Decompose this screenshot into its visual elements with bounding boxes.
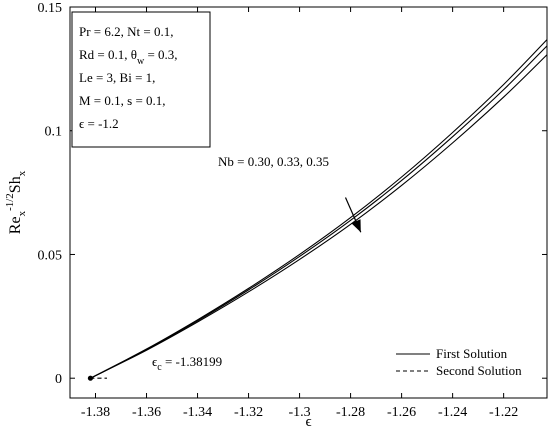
y-tick-label: 0.15 — [38, 1, 63, 16]
parameter-line: Le = 3, Bi = 1, — [79, 70, 155, 85]
y-axis-label: Rex-1/2Shx — [4, 170, 28, 234]
critical-point-subscript: c — [157, 362, 162, 373]
parameter-text: ϵ = -1.2 — [79, 116, 119, 131]
series-line-2 — [90, 45, 548, 379]
parameter-subscript: w — [137, 56, 145, 67]
y-tick-label: 0.1 — [45, 125, 63, 140]
parameter-text-tail: = 0.3, — [144, 47, 177, 62]
parameter-text: Pr = 6.2, Nt = 0.1, — [79, 24, 173, 39]
y-axis-label-base: Re — [7, 216, 24, 234]
critical-point-value: = -1.38199 — [162, 354, 222, 369]
y-tick-label: 0.05 — [38, 248, 63, 263]
critical-point-marker — [87, 375, 94, 381]
x-tick-label: -1.38 — [81, 405, 110, 420]
x-tick-label: -1.24 — [438, 405, 467, 420]
nb-arrow — [344, 197, 362, 233]
legend-label: First Solution — [436, 346, 508, 361]
parameter-text: M = 0.1, s = 0.1, — [79, 93, 166, 108]
critical-point-symbol: ϵ — [152, 354, 157, 369]
ticks-layer: -1.38 -1.36 -1.34 -1.32 -1.3 -1.28 -1.26 -1.24 -… — [38, 1, 547, 420]
x-tick-label: -1.28 — [336, 405, 365, 420]
legend: First Solution Second Solution — [396, 346, 522, 378]
y-axis-label-sub2: x — [16, 170, 28, 176]
parameter-box-frame — [71, 11, 211, 148]
x-axis-label: ϵ — [305, 414, 311, 430]
curves-layer — [87, 39, 548, 381]
arrow-head — [351, 219, 361, 233]
x-tick-label: -1.3 — [288, 405, 310, 420]
x-tick-label: -1.32 — [234, 405, 263, 420]
critical-point-label: ϵc = -1.38199 — [152, 354, 222, 373]
y-axis-label-sub: x — [16, 210, 28, 216]
parameter-line: Pr = 6.2, Nt = 0.1, — [79, 24, 173, 39]
nb-label: Nb = 0.30, 0.33, 0.35 — [218, 154, 329, 169]
x-tick-label: -1.36 — [132, 405, 161, 420]
parameter-box: Pr = 6.2, Nt = 0.1, Rd = 0.1, θw = 0.3, Le… — [71, 11, 211, 148]
series-line-1 — [90, 54, 548, 379]
x-tick-label: -1.34 — [183, 405, 212, 420]
y-axis-label-sup: -1/2 — [4, 193, 16, 211]
parameter-line: Rd = 0.1, θw = 0.3, — [79, 47, 178, 67]
parameter-line: M = 0.1, s = 0.1, — [79, 93, 166, 108]
y-axis-label-base2: Sh — [7, 176, 24, 193]
x-tick-label: -1.22 — [489, 405, 518, 420]
plot-area-frame — [69, 6, 548, 399]
parameter-text: Rd = 0.1, θ — [79, 47, 137, 62]
legend-label: Second Solution — [436, 363, 522, 378]
parameter-line: ϵ = -1.2 — [79, 116, 119, 131]
parameter-text: Le = 3, Bi = 1, — [79, 70, 155, 85]
series-line-3 — [90, 39, 548, 379]
y-tick-label: 0 — [55, 372, 62, 387]
x-tick-label: -1.26 — [387, 405, 416, 420]
